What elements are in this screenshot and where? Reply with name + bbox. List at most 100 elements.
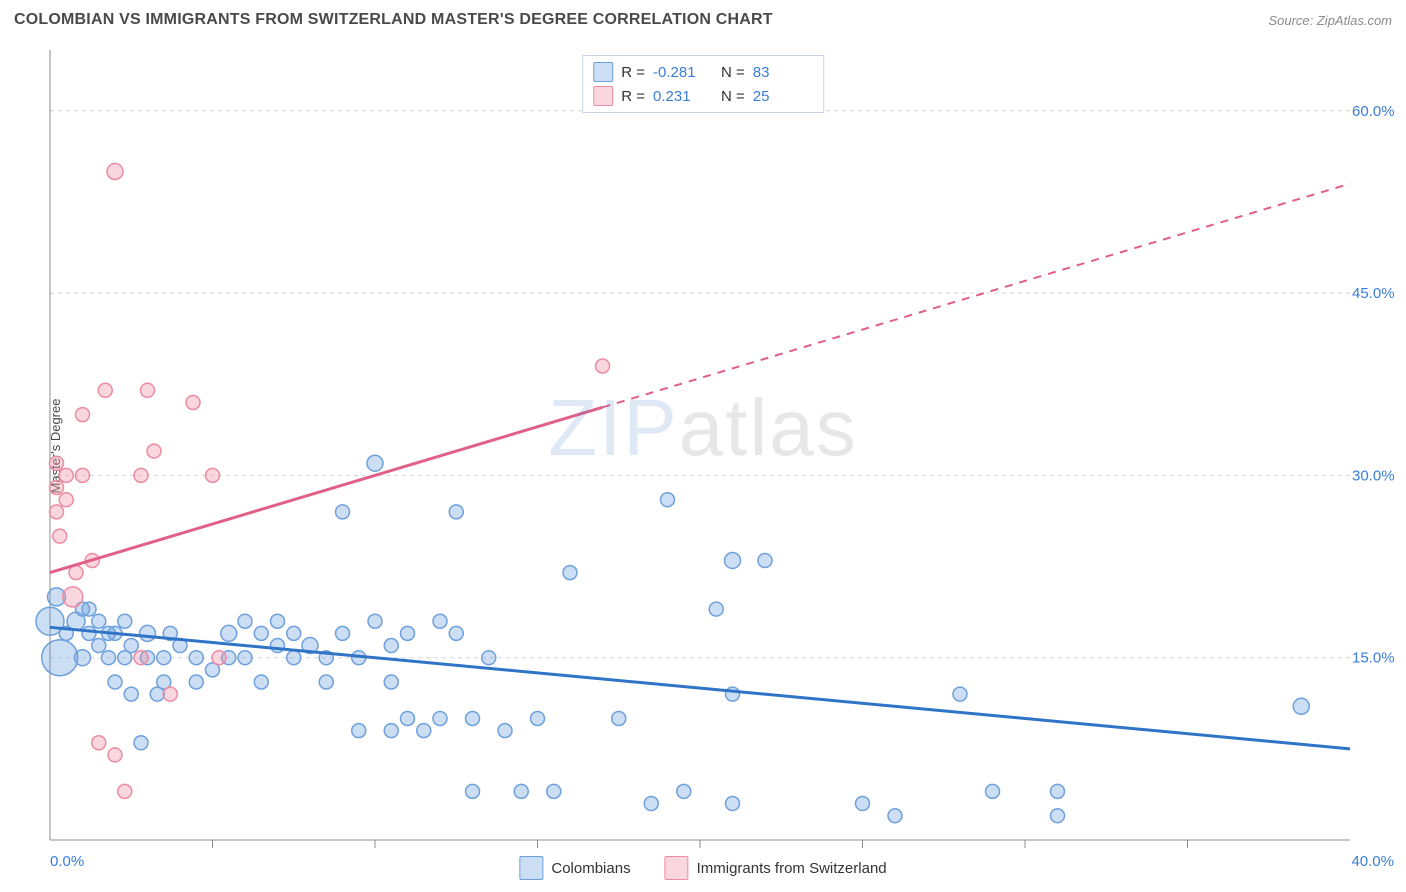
series-swatch (593, 86, 613, 106)
data-point (189, 651, 203, 665)
data-point (1293, 698, 1309, 714)
data-point (336, 626, 350, 640)
data-point (134, 468, 148, 482)
data-point (368, 614, 382, 628)
data-point (384, 724, 398, 738)
data-point (986, 784, 1000, 798)
stats-r-value: -0.281 (653, 64, 713, 81)
data-point (433, 711, 447, 725)
data-point (531, 711, 545, 725)
data-point (59, 493, 73, 507)
data-point (75, 650, 91, 666)
data-point (134, 736, 148, 750)
data-point (108, 748, 122, 762)
data-point (287, 651, 301, 665)
data-point (134, 651, 148, 665)
stats-row: R = -0.281 N = 83 (593, 60, 813, 84)
data-point (449, 626, 463, 640)
y-tick-label: 15.0% (1352, 650, 1395, 667)
data-point (147, 444, 161, 458)
y-tick-label: 45.0% (1352, 285, 1395, 302)
data-point (157, 651, 171, 665)
data-point (92, 639, 106, 653)
stats-row: R = 0.231 N = 25 (593, 84, 813, 108)
data-point (92, 614, 106, 628)
legend-swatch (519, 856, 543, 880)
stats-n-value: 83 (753, 64, 813, 81)
data-point (661, 493, 675, 507)
data-point (238, 614, 252, 628)
stats-r-label: R = (621, 64, 645, 81)
series-swatch (593, 62, 613, 82)
data-point (271, 614, 285, 628)
data-point (401, 711, 415, 725)
stats-n-label: N = (721, 88, 745, 105)
data-point (102, 651, 116, 665)
trend-line-extrapolated (603, 184, 1351, 408)
data-point (547, 784, 561, 798)
scatter-chart: 15.0%30.0%45.0%60.0% (0, 0, 1406, 892)
data-point (726, 797, 740, 811)
data-point (466, 784, 480, 798)
data-point (254, 675, 268, 689)
data-point (118, 614, 132, 628)
data-point (221, 625, 237, 641)
data-point (482, 651, 496, 665)
data-point (336, 505, 350, 519)
data-point (50, 505, 64, 519)
x-axis-max-label: 40.0% (1351, 853, 1394, 870)
stats-n-label: N = (721, 64, 745, 81)
trend-line (50, 407, 603, 572)
data-point (1051, 809, 1065, 823)
data-point (758, 553, 772, 567)
data-point (206, 468, 220, 482)
legend-item: Immigrants from Switzerland (665, 856, 887, 880)
data-point (888, 809, 902, 823)
data-point (82, 602, 96, 616)
y-tick-label: 60.0% (1352, 103, 1395, 120)
data-point (498, 724, 512, 738)
stats-n-value: 25 (753, 88, 813, 105)
stats-r-label: R = (621, 88, 645, 105)
legend-item: Colombians (519, 856, 630, 880)
data-point (1051, 784, 1065, 798)
legend-swatch (665, 856, 689, 880)
chart-legend: Colombians Immigrants from Switzerland (513, 854, 892, 882)
data-point (401, 626, 415, 640)
legend-label: Immigrants from Switzerland (697, 860, 887, 877)
data-point (107, 164, 123, 180)
data-point (59, 468, 73, 482)
data-point (140, 625, 156, 641)
data-point (53, 529, 67, 543)
data-point (186, 395, 200, 409)
data-point (367, 455, 383, 471)
data-point (118, 784, 132, 798)
data-point (596, 359, 610, 373)
data-point (433, 614, 447, 628)
data-point (92, 736, 106, 750)
data-point (384, 675, 398, 689)
data-point (287, 626, 301, 640)
data-point (76, 408, 90, 422)
data-point (384, 639, 398, 653)
data-point (644, 797, 658, 811)
data-point (124, 639, 138, 653)
legend-label: Colombians (551, 860, 630, 877)
data-point (50, 456, 64, 470)
stats-r-value: 0.231 (653, 88, 713, 105)
data-point (212, 651, 226, 665)
data-point (50, 481, 64, 495)
x-axis-min-label: 0.0% (50, 853, 84, 870)
data-point (108, 675, 122, 689)
data-point (238, 651, 252, 665)
correlation-stats-box: R = -0.281 N = 83 R = 0.231 N = 25 (582, 55, 824, 113)
data-point (254, 626, 268, 640)
data-point (189, 675, 203, 689)
data-point (449, 505, 463, 519)
data-point (677, 784, 691, 798)
data-point (514, 784, 528, 798)
data-point (319, 675, 333, 689)
data-point (76, 468, 90, 482)
data-point (856, 797, 870, 811)
data-point (141, 383, 155, 397)
